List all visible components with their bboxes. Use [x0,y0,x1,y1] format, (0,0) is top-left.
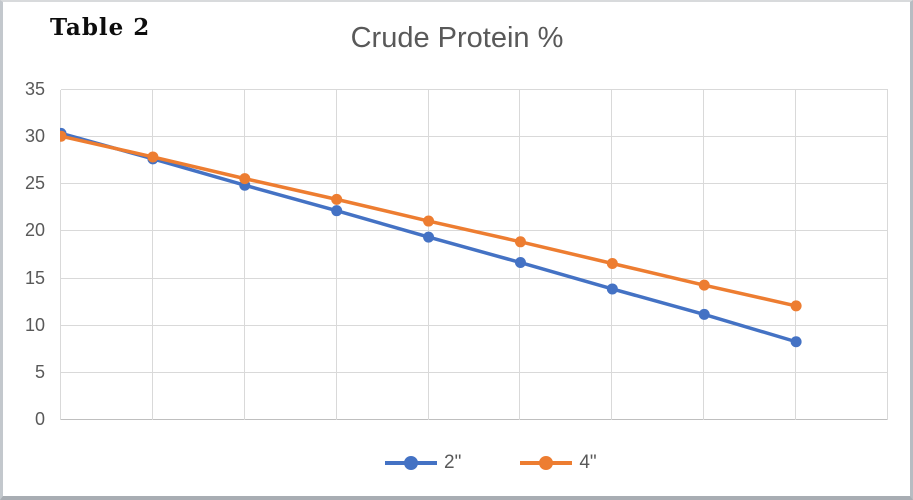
y-axis-tick-label: 35 [24,79,45,99]
chart-title: Crude Protein % [350,22,564,54]
y-axis-tick-label: 25 [24,173,45,193]
y-axis-tick-label: 30 [24,126,45,146]
table-caption: Table 2 [50,14,151,41]
legend-label: 4" [579,452,597,473]
plot-area [60,89,888,420]
y-axis-tick-label: 5 [34,362,45,382]
chart-legend: 2" 4" [384,452,597,474]
legend-item-2-inch: 2" [384,452,461,474]
y-axis-tick-label: 0 [34,409,45,429]
legend-item-4-inch: 4" [519,452,597,474]
y-axis-tick-label: 15 [24,268,45,288]
y-axis-tick-label: 20 [24,220,45,240]
legend-marker-line-dot-icon [385,456,437,470]
legend-label: 2" [444,452,462,473]
legend-marker-line-dot-icon [520,456,573,470]
y-axis-tick-label: 10 [24,315,45,335]
